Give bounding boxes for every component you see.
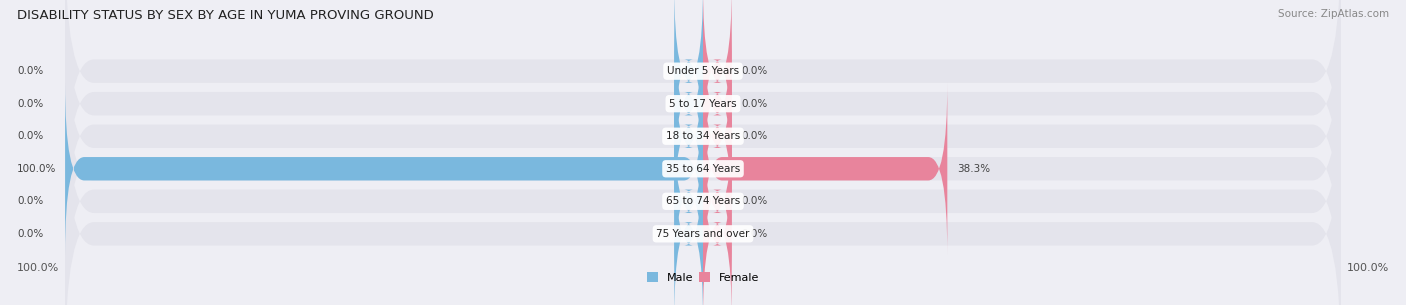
- Text: Under 5 Years: Under 5 Years: [666, 66, 740, 76]
- FancyBboxPatch shape: [703, 148, 731, 305]
- FancyBboxPatch shape: [65, 0, 1341, 206]
- Text: 0.0%: 0.0%: [17, 99, 44, 109]
- FancyBboxPatch shape: [65, 83, 703, 255]
- Text: 0.0%: 0.0%: [17, 66, 44, 76]
- FancyBboxPatch shape: [675, 18, 703, 190]
- FancyBboxPatch shape: [65, 99, 1341, 305]
- FancyBboxPatch shape: [65, 34, 1341, 303]
- FancyBboxPatch shape: [65, 0, 1341, 239]
- Text: 75 Years and over: 75 Years and over: [657, 229, 749, 239]
- FancyBboxPatch shape: [675, 0, 703, 157]
- FancyBboxPatch shape: [675, 148, 703, 305]
- Text: 35 to 64 Years: 35 to 64 Years: [666, 164, 740, 174]
- Text: 0.0%: 0.0%: [741, 229, 768, 239]
- Text: 0.0%: 0.0%: [741, 99, 768, 109]
- Text: 0.0%: 0.0%: [741, 131, 768, 141]
- Text: 18 to 34 Years: 18 to 34 Years: [666, 131, 740, 141]
- Text: DISABILITY STATUS BY SEX BY AGE IN YUMA PROVING GROUND: DISABILITY STATUS BY SEX BY AGE IN YUMA …: [17, 9, 433, 22]
- Text: 0.0%: 0.0%: [741, 196, 768, 206]
- Text: 5 to 17 Years: 5 to 17 Years: [669, 99, 737, 109]
- FancyBboxPatch shape: [703, 83, 948, 255]
- Text: 38.3%: 38.3%: [957, 164, 990, 174]
- FancyBboxPatch shape: [65, 2, 1341, 271]
- Text: 0.0%: 0.0%: [17, 196, 44, 206]
- Text: 65 to 74 Years: 65 to 74 Years: [666, 196, 740, 206]
- Legend: Male, Female: Male, Female: [643, 268, 763, 288]
- FancyBboxPatch shape: [675, 50, 703, 222]
- FancyBboxPatch shape: [703, 0, 731, 157]
- Text: 100.0%: 100.0%: [17, 263, 59, 273]
- Text: 0.0%: 0.0%: [741, 66, 768, 76]
- FancyBboxPatch shape: [675, 115, 703, 287]
- FancyBboxPatch shape: [703, 115, 731, 287]
- Text: 0.0%: 0.0%: [17, 229, 44, 239]
- FancyBboxPatch shape: [703, 18, 731, 190]
- Text: 0.0%: 0.0%: [17, 131, 44, 141]
- FancyBboxPatch shape: [703, 50, 731, 222]
- Text: 100.0%: 100.0%: [1347, 263, 1389, 273]
- Text: 100.0%: 100.0%: [17, 164, 56, 174]
- FancyBboxPatch shape: [65, 66, 1341, 305]
- Text: Source: ZipAtlas.com: Source: ZipAtlas.com: [1278, 9, 1389, 19]
